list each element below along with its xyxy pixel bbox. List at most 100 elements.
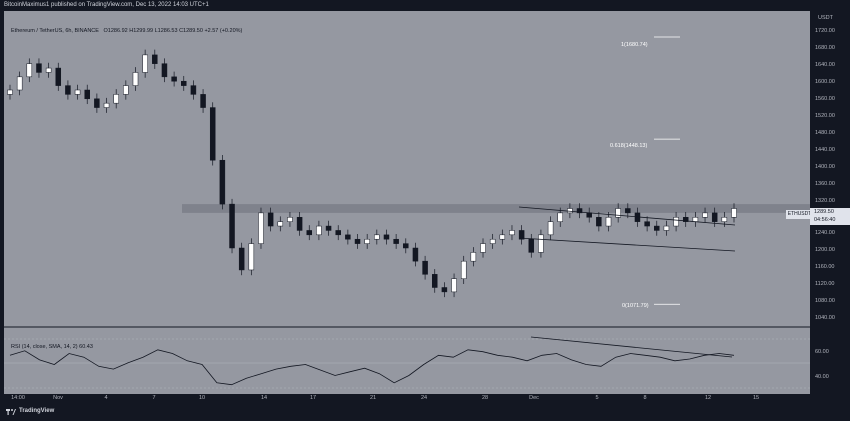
candle-body — [229, 203, 235, 249]
candle-body — [161, 63, 168, 78]
candle-body — [200, 94, 206, 108]
candle-body — [181, 80, 187, 86]
candle-body — [113, 94, 119, 104]
price-tick: 1440.00 — [815, 147, 835, 153]
candle-body — [84, 89, 90, 100]
candle-body — [596, 217, 602, 227]
candle-body — [103, 102, 110, 108]
rsi-trendline — [530, 336, 733, 358]
chart-area[interactable]: Ethereum / TetherUS, 6h, BINANCE O1286.9… — [4, 11, 813, 394]
candle-body — [586, 212, 592, 218]
chart-background — [4, 11, 810, 394]
candle-body — [354, 238, 361, 244]
time-tick: 7 — [152, 395, 156, 401]
price-tick: 1720.00 — [815, 28, 835, 34]
time-tick: 21 — [369, 395, 377, 401]
candle-body — [219, 159, 226, 205]
price-tick: 1160.00 — [815, 264, 835, 270]
price-tick: 1240.00 — [815, 230, 835, 236]
candle-body — [518, 230, 525, 240]
candle-body — [605, 217, 612, 227]
candle-body — [644, 221, 650, 227]
candle-body — [65, 85, 71, 95]
price-tick: 1680.00 — [815, 45, 835, 51]
candle-body — [480, 243, 486, 253]
symbol-legend: Ethereum / TetherUS, 6h, BINANCE O1286.9… — [11, 28, 242, 34]
candle-body — [682, 217, 689, 222]
price-tick: 1480.00 — [815, 130, 835, 136]
candle-body — [441, 287, 448, 293]
time-tick: 4 — [104, 395, 108, 401]
candle-body — [94, 98, 100, 108]
candle-body — [209, 107, 216, 161]
footer-brand[interactable]: TradingView — [19, 408, 55, 414]
candle-body — [238, 247, 245, 271]
time-tick: 14 — [260, 395, 268, 401]
candle-body — [132, 72, 139, 86]
channel-lower-line — [518, 237, 736, 252]
time-tick: 14:00 — [11, 395, 25, 401]
resistance-band — [182, 204, 810, 213]
candle-body — [16, 76, 23, 91]
candle-body — [547, 221, 554, 236]
time-tick: 12 — [704, 395, 712, 401]
candle-body — [576, 208, 583, 214]
time-tick: 8 — [643, 395, 647, 401]
candle-body — [403, 243, 409, 249]
rsi-line — [9, 349, 735, 386]
candle-body — [45, 67, 52, 73]
rsi-background — [4, 337, 810, 392]
time-tick: 28 — [481, 395, 489, 401]
candle-body — [171, 76, 177, 82]
time-tick: Nov — [53, 395, 63, 401]
fib-lines — [654, 36, 680, 305]
candle-body — [393, 238, 399, 244]
rsi-legend: RSI (14, close, SMA, 14, 2) 60.43 — [11, 344, 93, 350]
price-axis[interactable]: USDT 1720.00 1680.00 1640.00 1600.00 156… — [810, 11, 850, 394]
price-unit: USDT — [818, 15, 833, 21]
time-tick: 15 — [752, 395, 760, 401]
rsi-pane — [4, 336, 810, 392]
candle-body — [557, 212, 563, 222]
candle-body — [267, 212, 274, 227]
last-price: 1289.50 — [814, 209, 834, 215]
candle-body — [277, 221, 284, 227]
candle-body — [325, 225, 332, 231]
price-chart-svg[interactable] — [4, 11, 810, 394]
candle-body — [306, 230, 313, 236]
candle-body — [316, 225, 322, 236]
candle-body — [499, 234, 506, 240]
time-tick: 24 — [420, 395, 428, 401]
candle-body — [663, 225, 670, 231]
time-tick: 10 — [198, 395, 206, 401]
time-axis[interactable]: 14:00 Nov 4 7 10 14 17 21 24 28 Dec 5 8 … — [0, 394, 850, 404]
candle-body — [470, 252, 477, 262]
candle-body — [615, 208, 621, 218]
candle-body — [36, 63, 42, 73]
candle-body — [673, 217, 679, 227]
candle-body — [625, 208, 631, 214]
candle-body — [654, 225, 660, 231]
time-tick: 5 — [595, 395, 599, 401]
candle-body — [711, 212, 718, 222]
channel-upper-line — [518, 206, 736, 226]
price-tick: 1520.00 — [815, 113, 835, 119]
candle-body — [431, 274, 438, 288]
candle-body — [287, 217, 293, 222]
price-tick: 1040.00 — [815, 315, 835, 321]
price-tick: 1600.00 — [815, 79, 835, 85]
tradingview-logo-icon — [6, 409, 16, 415]
candle-body — [374, 234, 380, 240]
ohlc-values: O1286.92 H1299.99 L1286.53 C1289.50 +2.5… — [103, 28, 243, 34]
candle-body — [123, 85, 129, 95]
symbol-price-tag: ETHUSDT — [786, 210, 813, 219]
candle-body — [721, 217, 728, 222]
footer: TradingView — [0, 404, 850, 421]
candles — [7, 49, 737, 298]
price-tick: 1200.00 — [815, 247, 835, 253]
rsi-tick: 60.00 — [815, 349, 829, 355]
candle-body — [538, 234, 544, 253]
candle-body — [702, 212, 708, 218]
fib-label-0618: 0.618(1448.13) — [610, 143, 648, 149]
candle-body — [364, 238, 370, 244]
